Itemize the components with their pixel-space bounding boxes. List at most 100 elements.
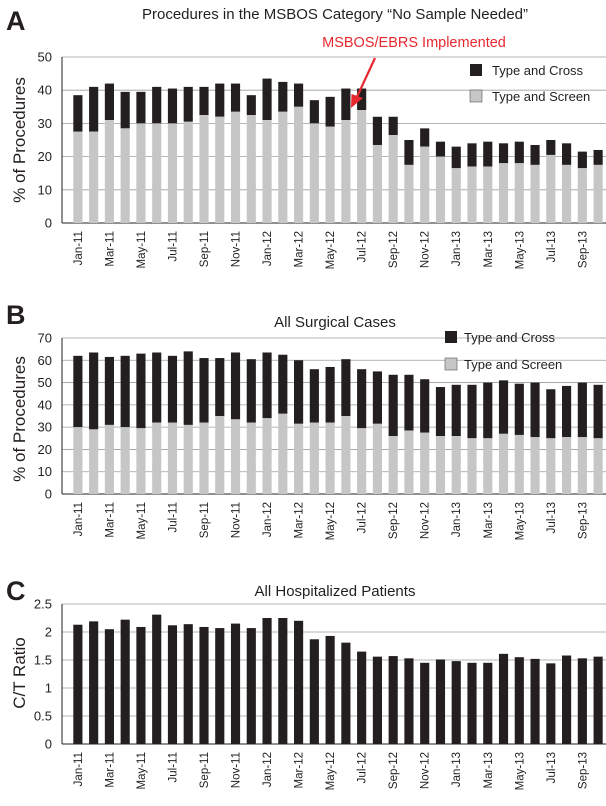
bar-type-and-cross (325, 366, 335, 423)
y-tick-label: 0 (45, 737, 52, 752)
x-tick-label: Nov-11 (231, 752, 243, 788)
bar-type-and-cross (230, 352, 241, 420)
bar-type-and-screen (435, 156, 446, 223)
bar-type-and-cross (325, 96, 335, 127)
bar-type-and-cross (120, 355, 130, 428)
x-tick-label: Nov-12 (420, 752, 432, 789)
bar-type-and-cross (435, 141, 446, 157)
bar-type-and-screen (183, 424, 193, 494)
panel-a-annotation: MSBOS/EBRS Implemented (322, 35, 506, 108)
legend-swatch-type-and-cross (445, 331, 457, 343)
legend-swatch-type-and-screen (444, 357, 458, 371)
bar-ct-ratio (183, 624, 193, 744)
bar-type-and-cross (199, 358, 209, 423)
x-tick-label: Jan-13 (451, 502, 463, 537)
bar-type-and-screen (104, 424, 114, 494)
y-tick-label: 40 (38, 397, 52, 412)
bar-type-and-screen (230, 419, 241, 494)
bar-type-and-screen (278, 111, 288, 223)
x-tick-label: Sep-12 (388, 502, 400, 539)
bar-type-and-cross (152, 86, 162, 124)
panel-b-legend: Type and Cross Type and Screen (444, 330, 562, 372)
x-tick-label: Mar-11 (104, 502, 116, 538)
bar-type-and-cross (404, 140, 414, 165)
bar-type-and-cross (562, 385, 572, 438)
bar-type-and-screen (120, 128, 130, 223)
annotation-arrow-shaft (355, 57, 376, 100)
bar-ct-ratio (215, 628, 225, 744)
bar-type-and-cross (562, 143, 572, 165)
bar-type-and-screen (215, 416, 225, 494)
bar-type-and-cross (530, 382, 540, 438)
y-tick-label: 40 (38, 83, 52, 98)
x-tick-label: Jan-13 (451, 231, 463, 266)
bar-type-and-screen (215, 116, 225, 223)
bar-type-and-cross (451, 384, 461, 437)
x-tick-label: Jul-11 (167, 752, 179, 782)
bar-ct-ratio (404, 658, 414, 744)
x-tick-label: May-11 (136, 231, 148, 269)
bar-type-and-cross (167, 88, 178, 124)
bar-type-and-screen (341, 416, 351, 494)
y-tick-label: 60 (38, 353, 52, 368)
bar-type-and-screen (325, 126, 335, 223)
bar-type-and-screen (262, 418, 272, 494)
x-tick-label: Jan-12 (262, 502, 274, 537)
bar-type-and-screen (372, 423, 382, 494)
bar-type-and-cross (120, 91, 130, 129)
bar-type-and-screen (199, 115, 209, 223)
panel-c-letter: C (6, 576, 26, 606)
bar-type-and-cross (294, 83, 304, 107)
bar-type-and-cross (278, 81, 288, 112)
bar-ct-ratio (278, 618, 288, 744)
panel-a-legend: Type and Cross Type and Screen (469, 63, 590, 104)
y-tick-label: 50 (38, 375, 52, 390)
bar-type-and-cross (577, 382, 587, 438)
annotation-label: MSBOS/EBRS Implemented (322, 35, 506, 51)
panel-b-yticks: 0 10 20 30 40 50 60 70 (38, 331, 52, 502)
bar-type-and-cross (104, 356, 114, 425)
bar-type-and-cross (593, 384, 603, 439)
x-tick-label: Sep-13 (577, 231, 589, 268)
bar-type-and-screen (388, 436, 398, 494)
bar-type-and-screen (498, 163, 509, 223)
x-tick-label: May-11 (136, 752, 148, 790)
bar-type-and-screen (372, 144, 382, 223)
panel-a-title: Procedures in the MSBOS Category “No Sam… (142, 6, 528, 23)
y-tick-label: 10 (38, 182, 52, 197)
bar-ct-ratio (152, 614, 162, 744)
bar-type-and-screen (167, 123, 178, 223)
bar-type-and-screen (593, 164, 603, 223)
panel-a-chart: A Procedures in the MSBOS Category “No S… (6, 6, 606, 269)
bar-type-and-cross (514, 141, 524, 164)
bar-type-and-screen (199, 422, 209, 494)
bar-type-and-screen (467, 438, 477, 494)
x-tick-label: Jul-13 (546, 752, 558, 783)
x-tick-label: May-12 (325, 502, 337, 540)
bar-type-and-screen (577, 168, 587, 223)
x-tick-label: May-13 (514, 502, 526, 540)
bar-ct-ratio (357, 651, 367, 744)
bar-type-and-screen (514, 163, 524, 223)
bar-type-and-cross (341, 359, 351, 416)
bar-type-and-cross (230, 83, 241, 112)
bar-type-and-screen (483, 438, 493, 494)
x-tick-label: Jan-11 (73, 502, 85, 536)
y-tick-label: 0 (45, 216, 52, 231)
bar-ct-ratio (104, 629, 114, 744)
x-tick-label: Nov-12 (420, 231, 432, 268)
bar-type-and-screen (593, 438, 603, 494)
bar-type-and-screen (546, 438, 556, 494)
bar-ct-ratio (483, 662, 493, 744)
panel-a-ylabel: % of Procedures (10, 77, 29, 203)
y-tick-label: 30 (38, 116, 52, 131)
panel-c-ylabel: C/T Ratio (10, 637, 29, 709)
bar-type-and-cross (215, 83, 225, 117)
panel-c-xticks: Jan-11 Mar-11 May-11 Jul-11 Sep-11 Nov-11 Jan-… (73, 752, 589, 790)
bar-type-and-screen (451, 168, 461, 223)
panel-c-title: All Hospitalized Patients (255, 583, 416, 600)
x-tick-label: Jul-13 (546, 231, 558, 262)
bar-ct-ratio (246, 628, 256, 744)
bar-type-and-cross (309, 100, 319, 124)
bar-type-and-screen (467, 166, 477, 223)
